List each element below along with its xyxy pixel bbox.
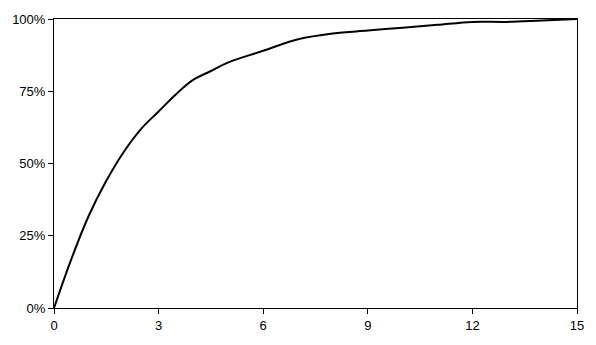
svg-text:0: 0	[50, 318, 57, 333]
svg-text:75%: 75%	[19, 84, 45, 99]
svg-text:50%: 50%	[19, 156, 45, 171]
svg-text:3: 3	[155, 318, 162, 333]
svg-text:9: 9	[364, 318, 371, 333]
svg-text:12: 12	[465, 318, 479, 333]
svg-text:25%: 25%	[19, 228, 45, 243]
svg-text:100%: 100%	[12, 12, 46, 27]
svg-text:0%: 0%	[27, 301, 46, 316]
svg-text:6: 6	[260, 318, 267, 333]
svg-text:15: 15	[570, 318, 584, 333]
